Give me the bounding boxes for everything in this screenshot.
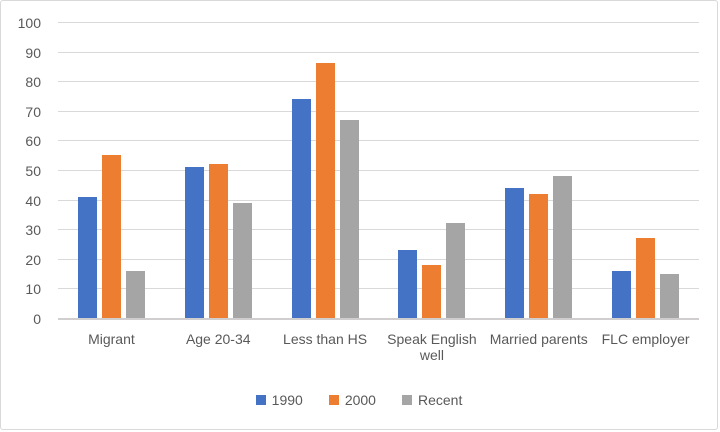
bar-Recent-married-parents	[553, 176, 573, 318]
legend-item-2000: 2000	[328, 392, 376, 408]
bar-2000-married-parents	[529, 194, 549, 318]
gridline-y-40	[58, 199, 699, 201]
y-tick-label-80: 80	[25, 74, 41, 91]
bar-group-0	[77, 155, 145, 318]
y-tick-label-50: 50	[25, 163, 41, 179]
plot-area	[58, 22, 699, 320]
bar-group-1	[184, 164, 252, 318]
gridline-y-20	[58, 258, 699, 260]
y-tick-label-10: 10	[25, 281, 41, 298]
legend-label: 2000	[344, 392, 376, 408]
y-tick-label-0: 0	[33, 311, 41, 327]
bar-Recent-less-than-hs	[339, 120, 359, 318]
gridline-y-30	[58, 229, 699, 231]
bar-Recent-migrant	[125, 271, 145, 318]
y-tick-label-100: 100	[17, 15, 41, 31]
legend-marker-icon	[255, 395, 266, 405]
y-tick-label-30: 30	[25, 222, 41, 239]
legend-label: Recent	[417, 392, 463, 408]
bar-1990-migrant	[77, 197, 97, 318]
bar-Recent-speak-english-well	[446, 223, 466, 318]
x-category-label-5: FLC employer	[601, 331, 690, 347]
x-category-label-3: Speak English well	[387, 331, 477, 363]
bar-1990-less-than-hs	[291, 99, 311, 318]
x-category-label-1: Age 20-34	[185, 331, 251, 347]
bar-1990-married-parents	[505, 188, 525, 318]
bar-1990-speak-english-well	[398, 250, 418, 318]
gridline-y-70	[58, 110, 699, 112]
bar-2000-speak-english-well	[422, 265, 442, 318]
legend: 1990 2000 Recent	[1, 392, 717, 408]
bar-group-5	[612, 238, 680, 318]
gridline-y-10	[58, 288, 699, 290]
legend-item-1990: 1990	[255, 392, 303, 408]
x-axis-line	[58, 318, 699, 320]
legend-label: 1990	[271, 392, 303, 408]
x-category-label-4: Married parents	[489, 331, 588, 347]
bar-Recent-age-20-34	[232, 203, 252, 318]
bar-group-2	[291, 63, 359, 318]
gridline-y-50	[58, 170, 699, 171]
bar-1990-flc-employer	[612, 271, 632, 318]
bar-1990-age-20-34	[184, 167, 204, 318]
x-category-label-0: Migrant	[88, 331, 135, 347]
y-tick-label-60: 60	[25, 133, 41, 150]
bar-group-3	[398, 223, 466, 318]
legend-marker-icon	[328, 395, 339, 405]
y-tick-label-20: 20	[25, 251, 41, 268]
legend-marker-icon	[401, 395, 412, 405]
gridline-y-80	[58, 81, 699, 83]
y-tick-label-70: 70	[25, 103, 41, 120]
bar-2000-age-20-34	[208, 164, 228, 318]
gridline-y-100	[58, 22, 699, 23]
bar-Recent-flc-employer	[660, 274, 680, 318]
legend-item-recent: Recent	[401, 392, 463, 408]
y-tick-label-40: 40	[25, 192, 41, 209]
bar-2000-migrant	[101, 155, 121, 318]
y-tick-label-90: 90	[25, 44, 41, 61]
bar-group-4	[505, 176, 573, 318]
gridline-y-60	[58, 140, 699, 142]
bar-2000-less-than-hs	[315, 63, 335, 318]
bar-2000-flc-employer	[636, 238, 656, 318]
gridline-y-90	[58, 51, 699, 53]
x-category-label-2: Less than HS	[283, 331, 368, 347]
